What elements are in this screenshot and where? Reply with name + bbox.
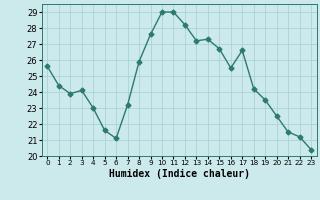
X-axis label: Humidex (Indice chaleur): Humidex (Indice chaleur) <box>109 169 250 179</box>
